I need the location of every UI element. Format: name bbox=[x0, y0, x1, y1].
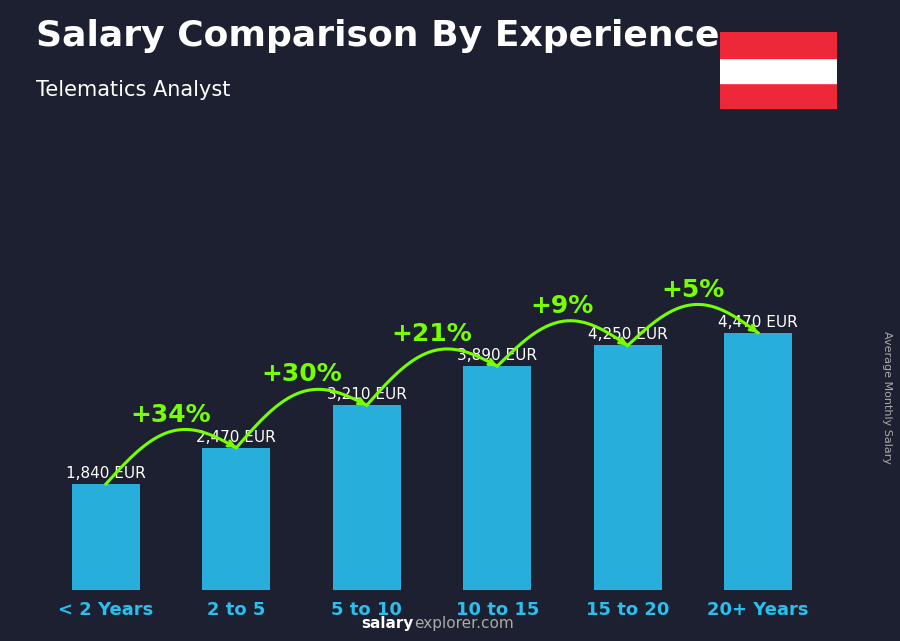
Bar bbox=[72, 484, 140, 590]
Text: +34%: +34% bbox=[130, 403, 212, 426]
Bar bbox=[724, 333, 792, 590]
Bar bbox=[594, 345, 662, 590]
Bar bbox=[464, 366, 531, 590]
Bar bbox=[720, 58, 837, 83]
Text: explorer.com: explorer.com bbox=[414, 617, 514, 631]
Text: 2,470 EUR: 2,470 EUR bbox=[196, 429, 276, 445]
Text: +5%: +5% bbox=[662, 278, 724, 301]
Text: +21%: +21% bbox=[392, 322, 472, 346]
Text: 4,250 EUR: 4,250 EUR bbox=[588, 328, 668, 342]
Text: +9%: +9% bbox=[531, 294, 594, 318]
Bar bbox=[333, 405, 400, 590]
Text: +30%: +30% bbox=[261, 362, 342, 387]
Bar bbox=[202, 448, 270, 590]
Text: 4,470 EUR: 4,470 EUR bbox=[718, 315, 798, 329]
Bar bbox=[720, 32, 837, 58]
Text: Salary Comparison By Experience: Salary Comparison By Experience bbox=[36, 19, 719, 53]
Text: salary: salary bbox=[362, 617, 414, 631]
Text: Telematics Analyst: Telematics Analyst bbox=[36, 80, 230, 100]
Bar bbox=[720, 83, 837, 109]
Text: Average Monthly Salary: Average Monthly Salary bbox=[881, 331, 892, 464]
Text: 3,210 EUR: 3,210 EUR bbox=[327, 387, 407, 402]
Text: 1,840 EUR: 1,840 EUR bbox=[66, 466, 146, 481]
Text: 3,890 EUR: 3,890 EUR bbox=[457, 348, 537, 363]
